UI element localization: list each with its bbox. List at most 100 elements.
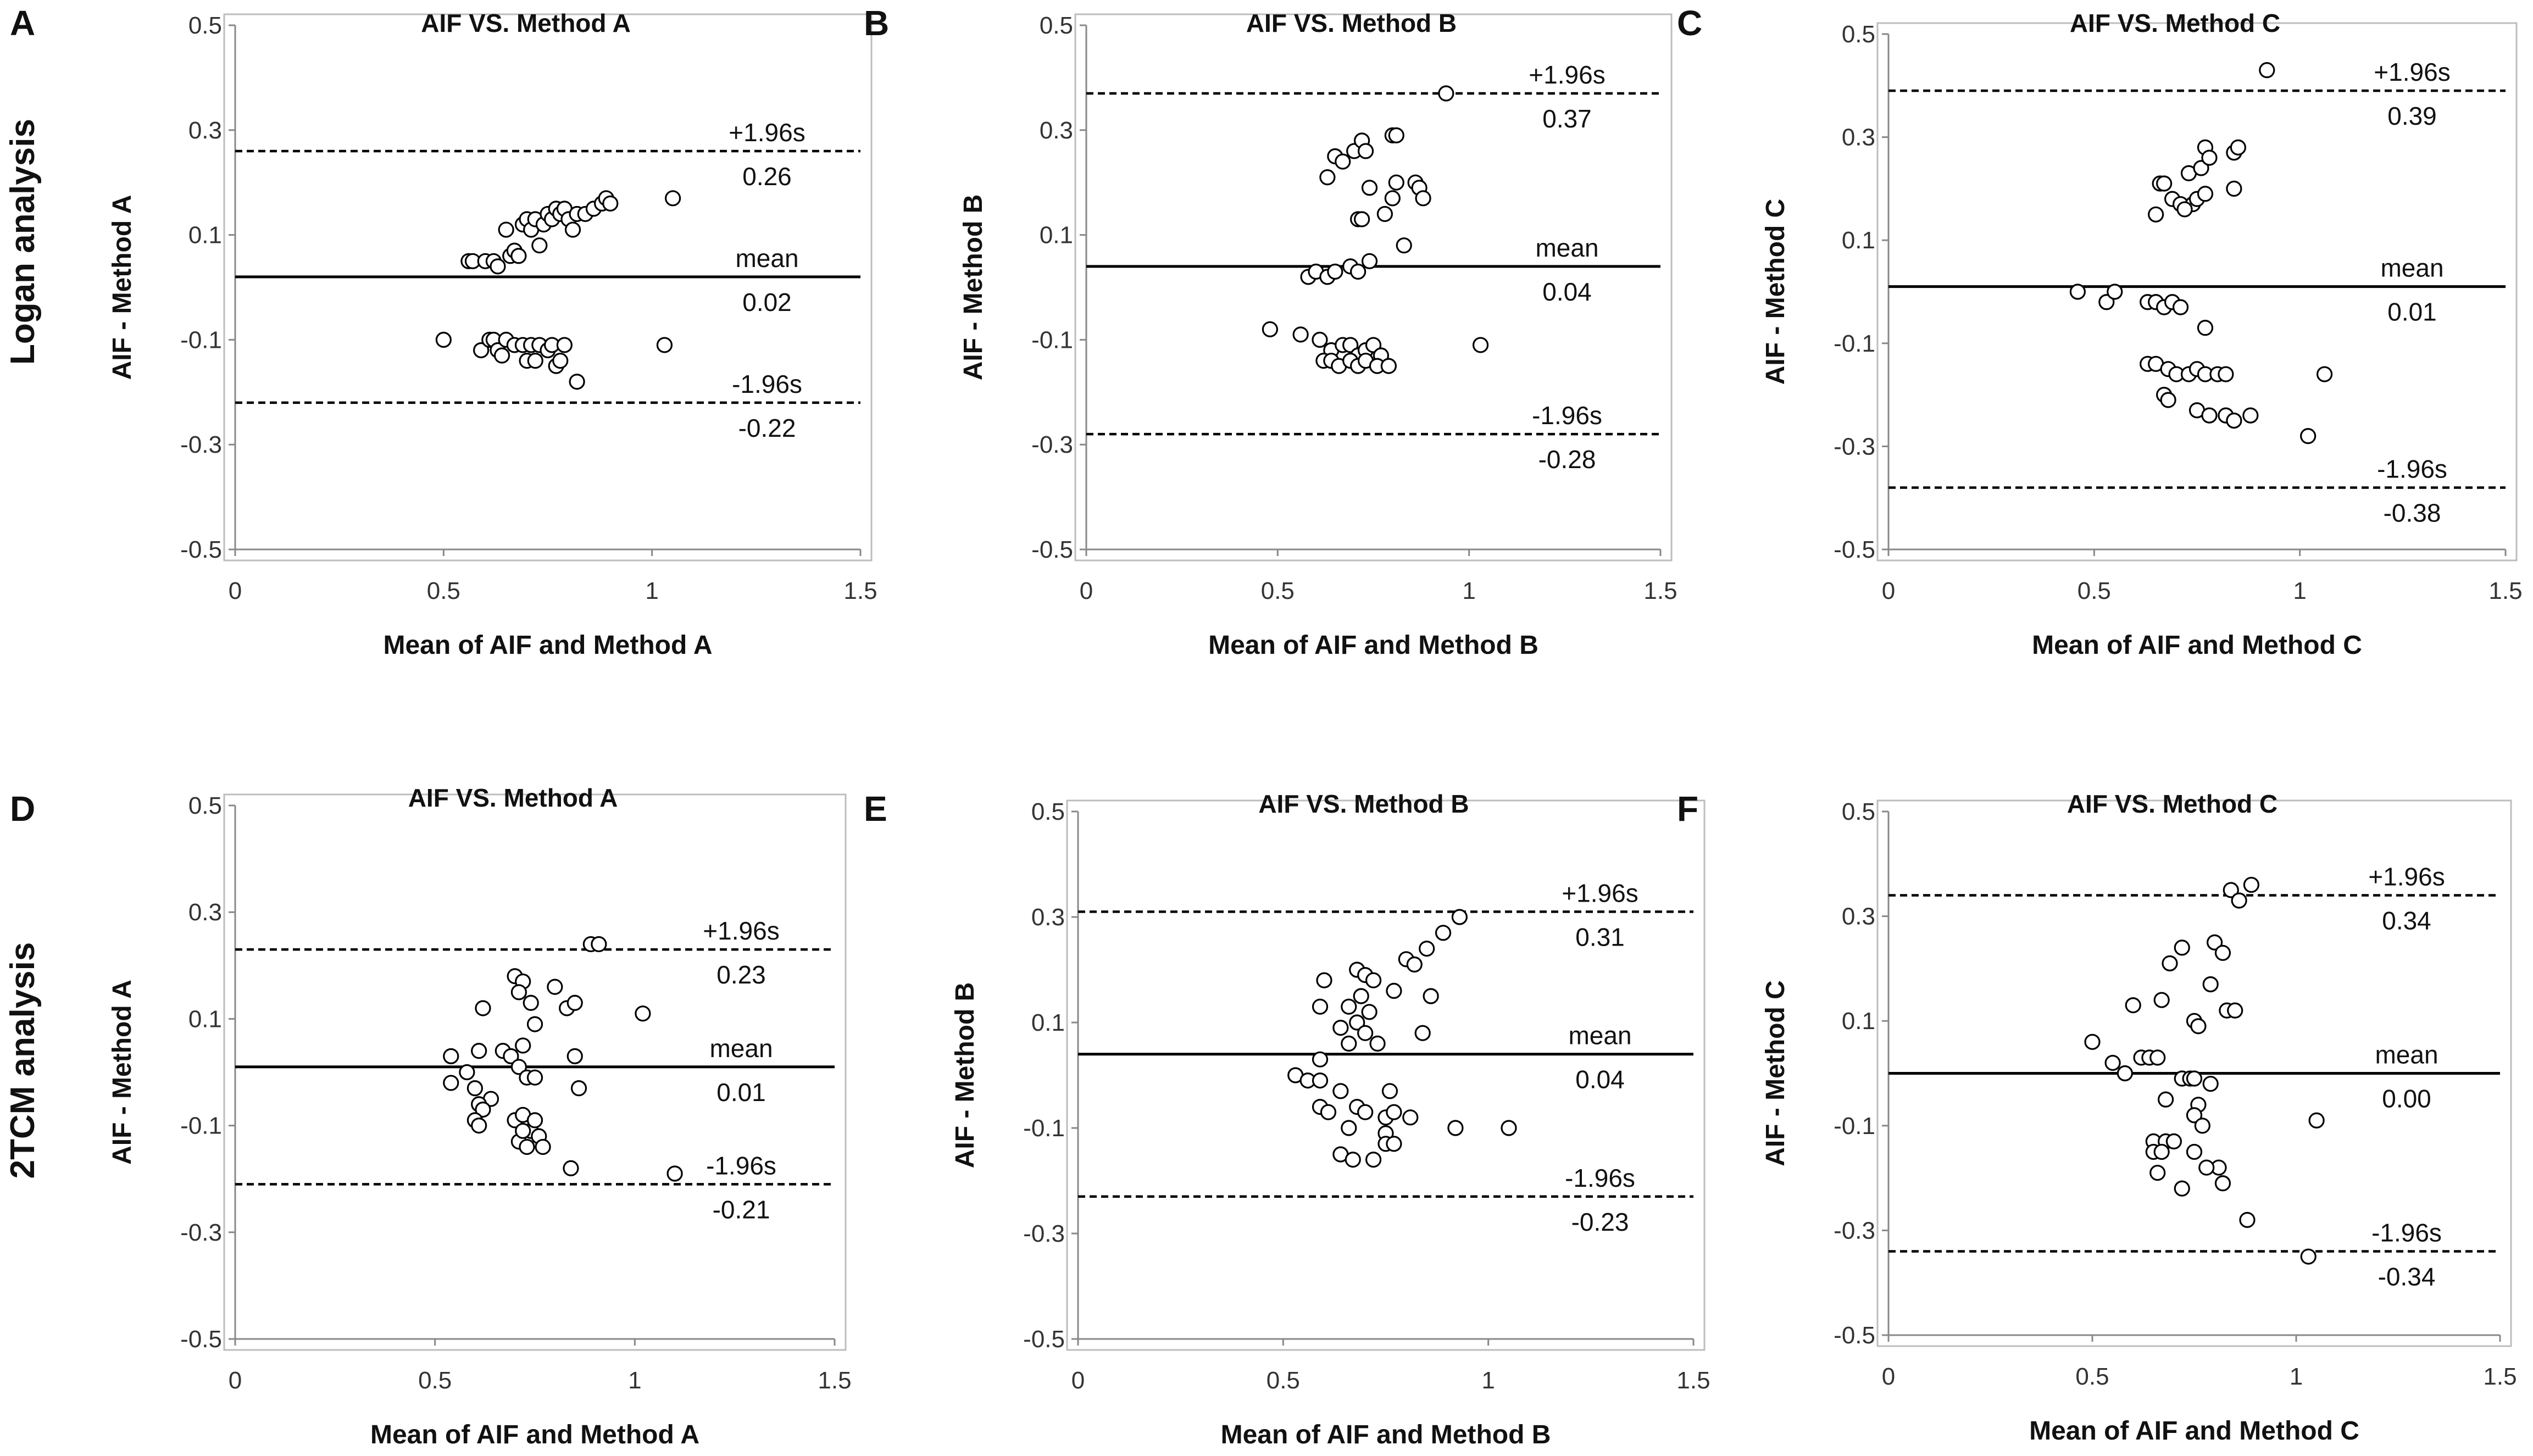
lower-limit-label: -1.96s [1565, 1164, 1635, 1192]
data-point [1435, 925, 1452, 941]
chart-title: AIF VS. Method A [408, 783, 618, 812]
data-point [1380, 358, 1397, 374]
data-point [2214, 1175, 2231, 1192]
data-point [526, 1069, 543, 1086]
y-tick-label: -0.5 [180, 1326, 222, 1353]
y-axis-title: AIF - Method B [951, 982, 980, 1169]
x-tick-label: 0.5 [1261, 577, 1295, 604]
data-point [2243, 876, 2259, 893]
x-axis-title: Mean of AIF and Method C [2032, 631, 2362, 660]
data-point [1386, 1104, 1402, 1120]
data-point [2259, 62, 2275, 79]
data-point [1341, 998, 1357, 1015]
upper-limit-label: +1.96s [2368, 862, 2445, 891]
data-point [2174, 1180, 2190, 1197]
data-point [2190, 1018, 2207, 1035]
y-tick-label: -0.1 [1031, 326, 1073, 353]
y-tick-label: 0.3 [188, 899, 222, 926]
y-tick-label: 0.5 [1842, 21, 1875, 48]
data-point [1320, 1104, 1337, 1120]
lower-limit-label: -1.96s [1532, 401, 1602, 430]
plot-frame [223, 793, 847, 1351]
y-tick-label: -0.3 [1023, 1220, 1065, 1247]
data-point [510, 248, 527, 264]
chart-title: AIF VS. Method C [2067, 790, 2278, 818]
data-point [1345, 1152, 1361, 1168]
data-point [1342, 337, 1359, 353]
x-tick-label: 0 [1882, 577, 1895, 604]
y-tick-label: -0.1 [180, 1113, 222, 1140]
data-point [2316, 366, 2333, 382]
x-tick-label: 1.5 [843, 577, 877, 604]
data-point [563, 1160, 579, 1176]
data-point [2165, 1133, 2182, 1149]
data-point [1396, 237, 1412, 254]
mean-label: mean [709, 1034, 773, 1063]
x-tick-label: 0 [229, 577, 242, 604]
data-point [2227, 1002, 2243, 1019]
data-point [526, 1016, 543, 1032]
data-point [1384, 190, 1401, 207]
mean-value: 0.04 [1542, 277, 1592, 306]
y-tick-label: -0.3 [1834, 433, 1875, 460]
data-point [2308, 1112, 2325, 1129]
x-tick-label: 1 [2293, 577, 2306, 604]
chart-title: AIF VS. Method C [2070, 9, 2280, 37]
mean-value: 0.04 [1575, 1065, 1625, 1094]
data-point [666, 1165, 683, 1182]
x-tick-label: 1.5 [818, 1367, 851, 1394]
data-point [1438, 85, 1454, 102]
data-point [570, 1080, 587, 1097]
plot-frame [1876, 799, 2512, 1347]
plot-frame [1876, 22, 2518, 562]
y-tick-label: 0.3 [1842, 903, 1875, 930]
data-point [566, 994, 583, 1011]
x-tick-label: 0.5 [2075, 1363, 2109, 1390]
y-tick-label: 0.3 [1031, 904, 1065, 931]
panel-c: C 0.5 0.3 0.1 -0.1 -0.3 -0.5 0 0.5 1 1.5 AIF VS. Me… [1677, 3, 2523, 660]
x-axis-title: Mean of AIF and Method B [1221, 1420, 1551, 1449]
panel-letter-e: E [864, 789, 887, 829]
y-axis-title: AIF - Method A [108, 980, 137, 1165]
chart-title: AIF VS. Method A [421, 9, 631, 37]
x-tick-label: 0.5 [427, 577, 460, 604]
chart-title: AIF VS. Method B [1246, 9, 1457, 37]
data-point [1365, 337, 1382, 353]
data-point [498, 221, 514, 238]
data-point [2198, 1159, 2215, 1176]
data-point [656, 337, 673, 353]
mean-label: mean [1535, 234, 1598, 262]
y-tick-label: -0.5 [180, 536, 222, 563]
y-tick-label: -0.5 [1031, 536, 1073, 563]
upper-limit-value: 0.34 [2382, 906, 2431, 935]
data-point [1354, 211, 1370, 227]
plot-frame [223, 13, 873, 562]
lower-limit-value: -0.23 [1571, 1208, 1629, 1236]
data-points [1262, 85, 1489, 374]
upper-limit-label: +1.96s [2374, 58, 2450, 86]
data-point [1349, 1014, 1365, 1031]
data-point [1365, 972, 1382, 988]
data-point [2226, 412, 2242, 429]
mean-value: 0.01 [2387, 298, 2437, 326]
data-point [471, 1043, 487, 1059]
data-points [435, 190, 681, 390]
upper-limit-label: +1.96s [729, 118, 805, 147]
data-point [2098, 294, 2115, 310]
data-point [1472, 337, 1489, 353]
data-point [2149, 1049, 2166, 1066]
panel-letter-c: C [1677, 3, 1702, 43]
data-point [602, 195, 619, 212]
x-tick-label: 0.5 [1267, 1367, 1300, 1394]
data-point [2186, 1107, 2203, 1124]
data-point [493, 347, 510, 364]
y-tick-label: 0.1 [1031, 1009, 1065, 1036]
mean-value: 0.00 [2382, 1085, 2431, 1113]
upper-limit-value: 0.31 [1575, 922, 1625, 951]
y-tick-label: -0.3 [1834, 1217, 1875, 1244]
data-point [1357, 1025, 1374, 1041]
data-point [519, 1138, 535, 1155]
x-tick-label: 1.5 [1676, 1367, 1710, 1394]
data-point [1316, 972, 1332, 988]
